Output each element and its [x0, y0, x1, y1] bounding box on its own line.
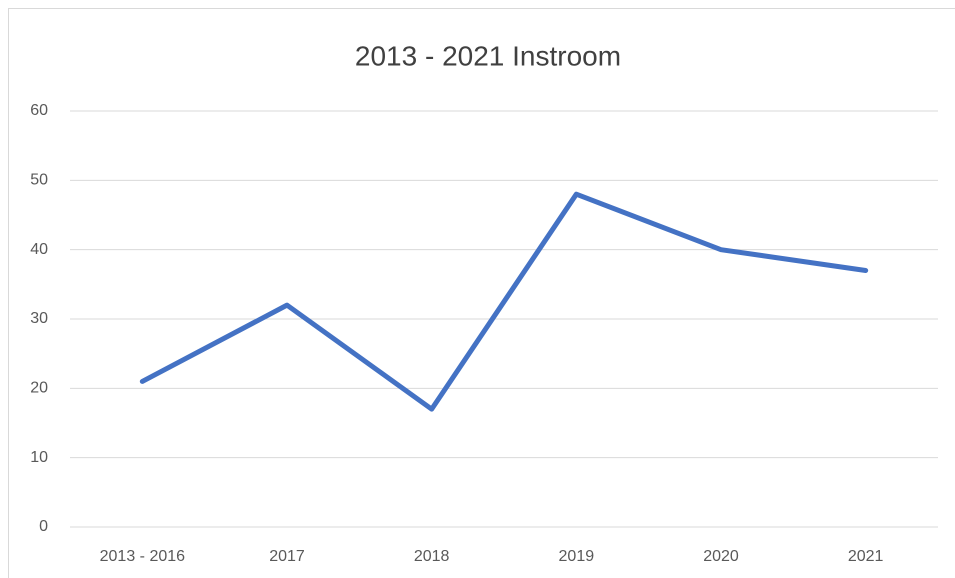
x-tick-label: 2019	[559, 548, 595, 565]
x-tick-label: 2013 - 2016	[100, 548, 186, 565]
chart-title: 2013 - 2021 Instroom	[355, 40, 621, 71]
y-tick-label: 40	[30, 241, 48, 258]
x-tick-label: 2020	[703, 548, 739, 565]
data-line	[139, 191, 869, 412]
x-tick-label: 2018	[414, 548, 450, 565]
y-tick-label: 20	[30, 380, 48, 397]
y-tick-label: 30	[30, 310, 48, 327]
chart-frame	[8, 8, 955, 578]
x-tick-label: 2021	[848, 548, 884, 565]
y-tick-label: 50	[30, 172, 48, 189]
y-tick-label: 60	[30, 102, 48, 119]
y-tick-label: 0	[39, 518, 48, 535]
x-tick-label: 2017	[269, 548, 305, 565]
y-tick-label: 10	[30, 449, 48, 466]
